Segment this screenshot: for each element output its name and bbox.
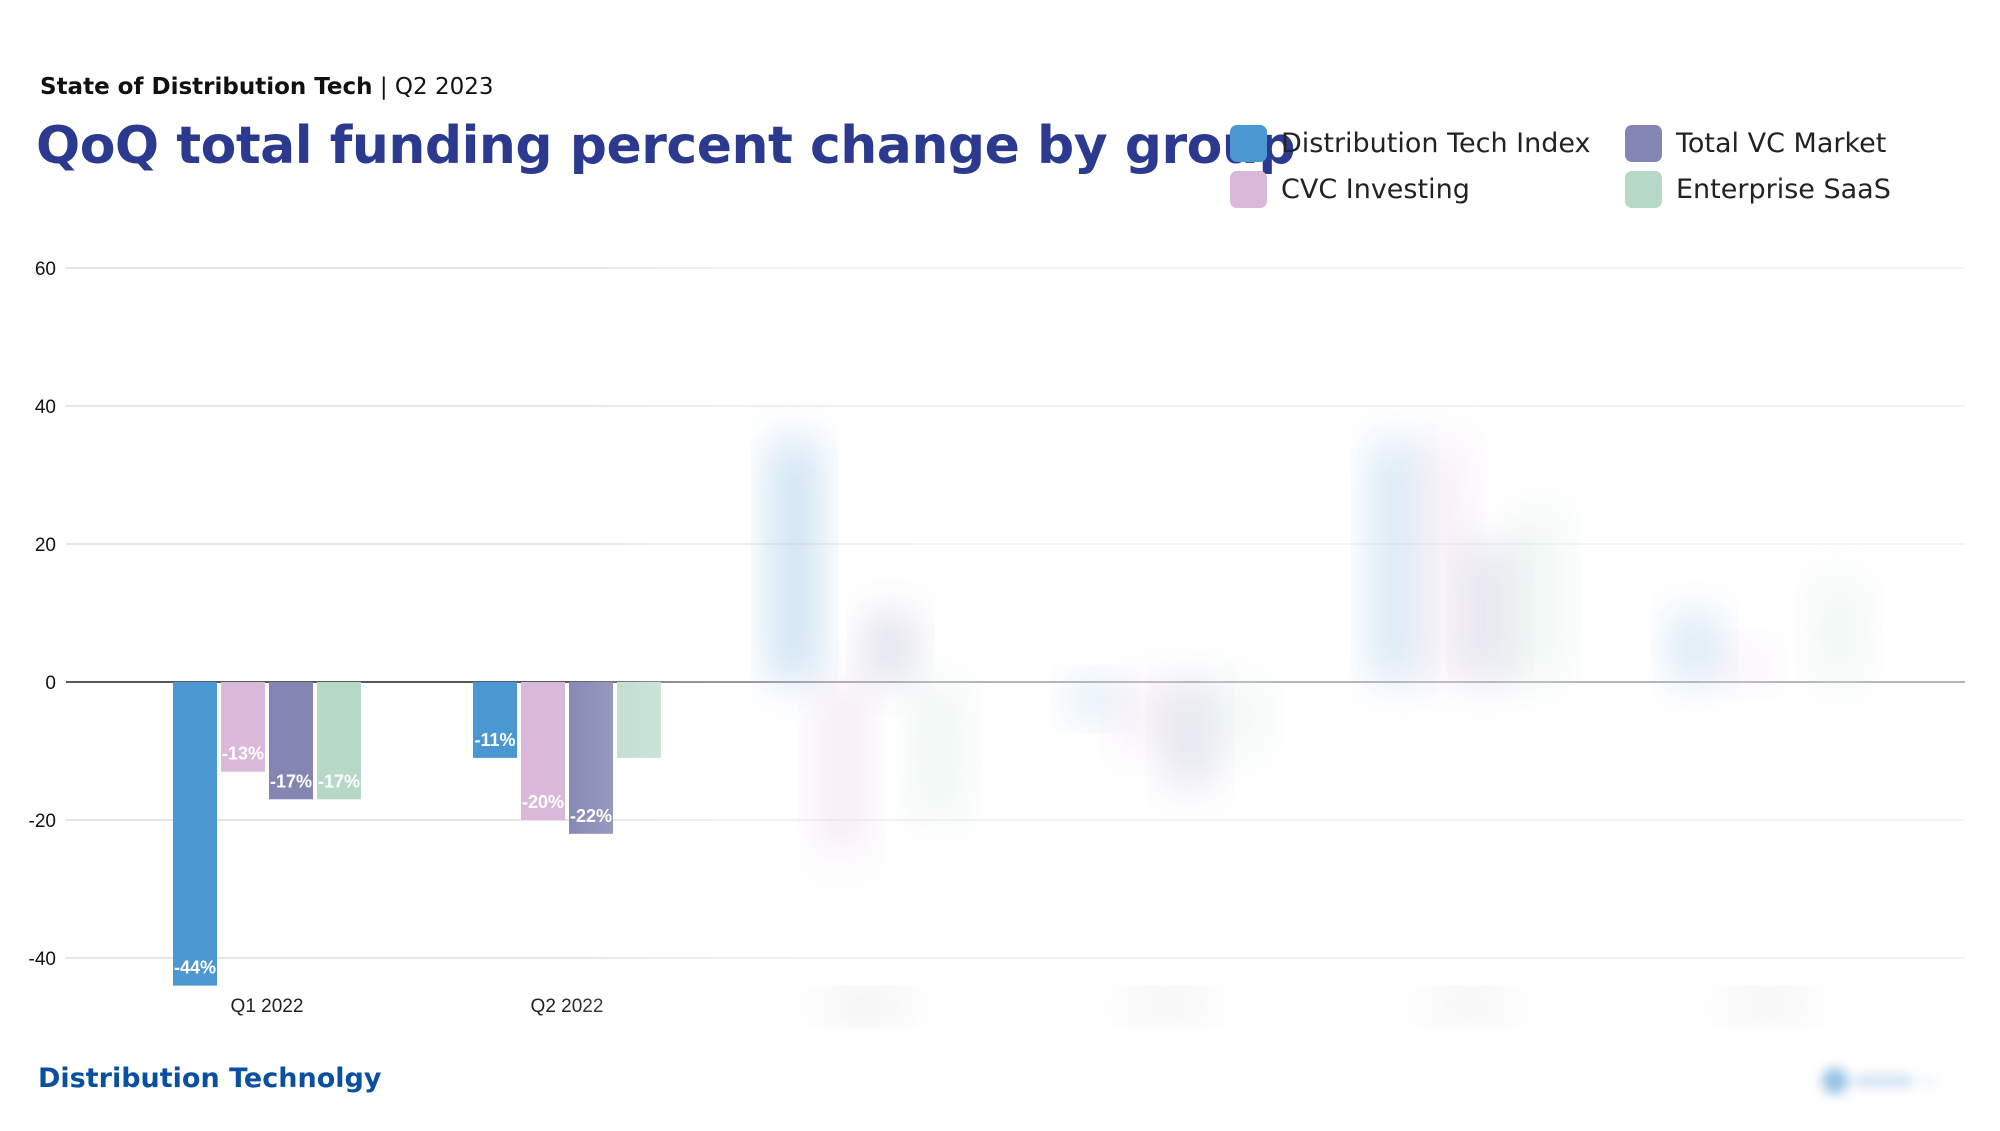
bar bbox=[173, 682, 217, 986]
bar bbox=[1073, 682, 1117, 717]
y-tick-label: -40 bbox=[29, 949, 56, 970]
data-label: -13% bbox=[222, 744, 264, 764]
x-tick-label: Q4 2022 bbox=[1131, 996, 1204, 1017]
bar bbox=[473, 682, 517, 758]
legend-swatch bbox=[1230, 170, 1267, 208]
legend-swatch bbox=[1625, 124, 1662, 162]
bar bbox=[317, 682, 361, 800]
bar-chart: 60 40 20 0 -20 -40 -44% -13% -17% -17% Q1 2022 -11%… bbox=[29, 259, 1965, 1017]
report-kicker: State of Distribution Tech | Q2 2023 bbox=[40, 74, 493, 100]
bar bbox=[269, 682, 313, 800]
bar bbox=[1673, 613, 1717, 682]
x-tick-label: Q1 2023 bbox=[1431, 996, 1504, 1017]
bar bbox=[521, 682, 565, 820]
report-name: State of Distribution Tech bbox=[40, 74, 373, 100]
data-label: -17% bbox=[270, 771, 312, 791]
data-label: -44% bbox=[174, 958, 216, 978]
report-period: | Q2 2023 bbox=[372, 74, 494, 100]
legend-item: Enterprise SaaS bbox=[1625, 170, 1891, 208]
legend-label: Total VC Market bbox=[1676, 127, 1887, 159]
legend-swatch bbox=[1230, 124, 1267, 162]
legend-item: Total VC Market bbox=[1625, 124, 1886, 162]
bar bbox=[1373, 440, 1417, 682]
y-tick-label: 0 bbox=[45, 673, 56, 694]
bar bbox=[869, 613, 913, 682]
data-label: -11% bbox=[474, 730, 515, 750]
bar bbox=[1217, 682, 1261, 751]
bar bbox=[917, 682, 961, 820]
legend-label: Distribution Tech Index bbox=[1281, 127, 1591, 159]
bar bbox=[1121, 682, 1165, 751]
y-tick-label: 60 bbox=[35, 259, 56, 280]
legend-item: CVC Investing bbox=[1230, 170, 1470, 208]
data-label: -17% bbox=[318, 771, 360, 791]
bar bbox=[1517, 509, 1561, 682]
y-tick-label: 40 bbox=[35, 397, 56, 418]
data-label: -22% bbox=[570, 806, 612, 826]
legend-item: Distribution Tech Index bbox=[1230, 124, 1591, 162]
bar bbox=[617, 682, 661, 758]
bar bbox=[1721, 647, 1765, 682]
data-label: -20% bbox=[522, 792, 564, 812]
x-tick-label: Q3 2022 bbox=[831, 996, 904, 1017]
bar bbox=[821, 682, 865, 855]
legend-label: Enterprise SaaS bbox=[1676, 173, 1891, 205]
bar bbox=[1817, 578, 1861, 682]
bar bbox=[1421, 440, 1465, 682]
bar bbox=[221, 682, 265, 772]
chart-legend: Distribution Tech Index Total VC Market CV… bbox=[1230, 124, 1990, 208]
x-tick-label: Q2 2022 bbox=[531, 996, 604, 1017]
bar bbox=[1169, 682, 1213, 786]
y-tick-label: -20 bbox=[29, 811, 56, 832]
bar bbox=[1469, 544, 1513, 682]
footer-brand: Distribution Technolgy bbox=[38, 1063, 382, 1094]
x-tick-label: Q1 2022 bbox=[231, 996, 304, 1017]
legend-label: CVC Investing bbox=[1281, 173, 1470, 205]
chart-title: QoQ total funding percent change by grou… bbox=[36, 116, 1296, 176]
x-tick-label: Q2 2023 bbox=[1731, 996, 1804, 1017]
corner-logo bbox=[1822, 1068, 1934, 1094]
y-tick-label: 20 bbox=[35, 535, 56, 556]
bar bbox=[773, 440, 817, 682]
legend-swatch bbox=[1625, 170, 1662, 208]
